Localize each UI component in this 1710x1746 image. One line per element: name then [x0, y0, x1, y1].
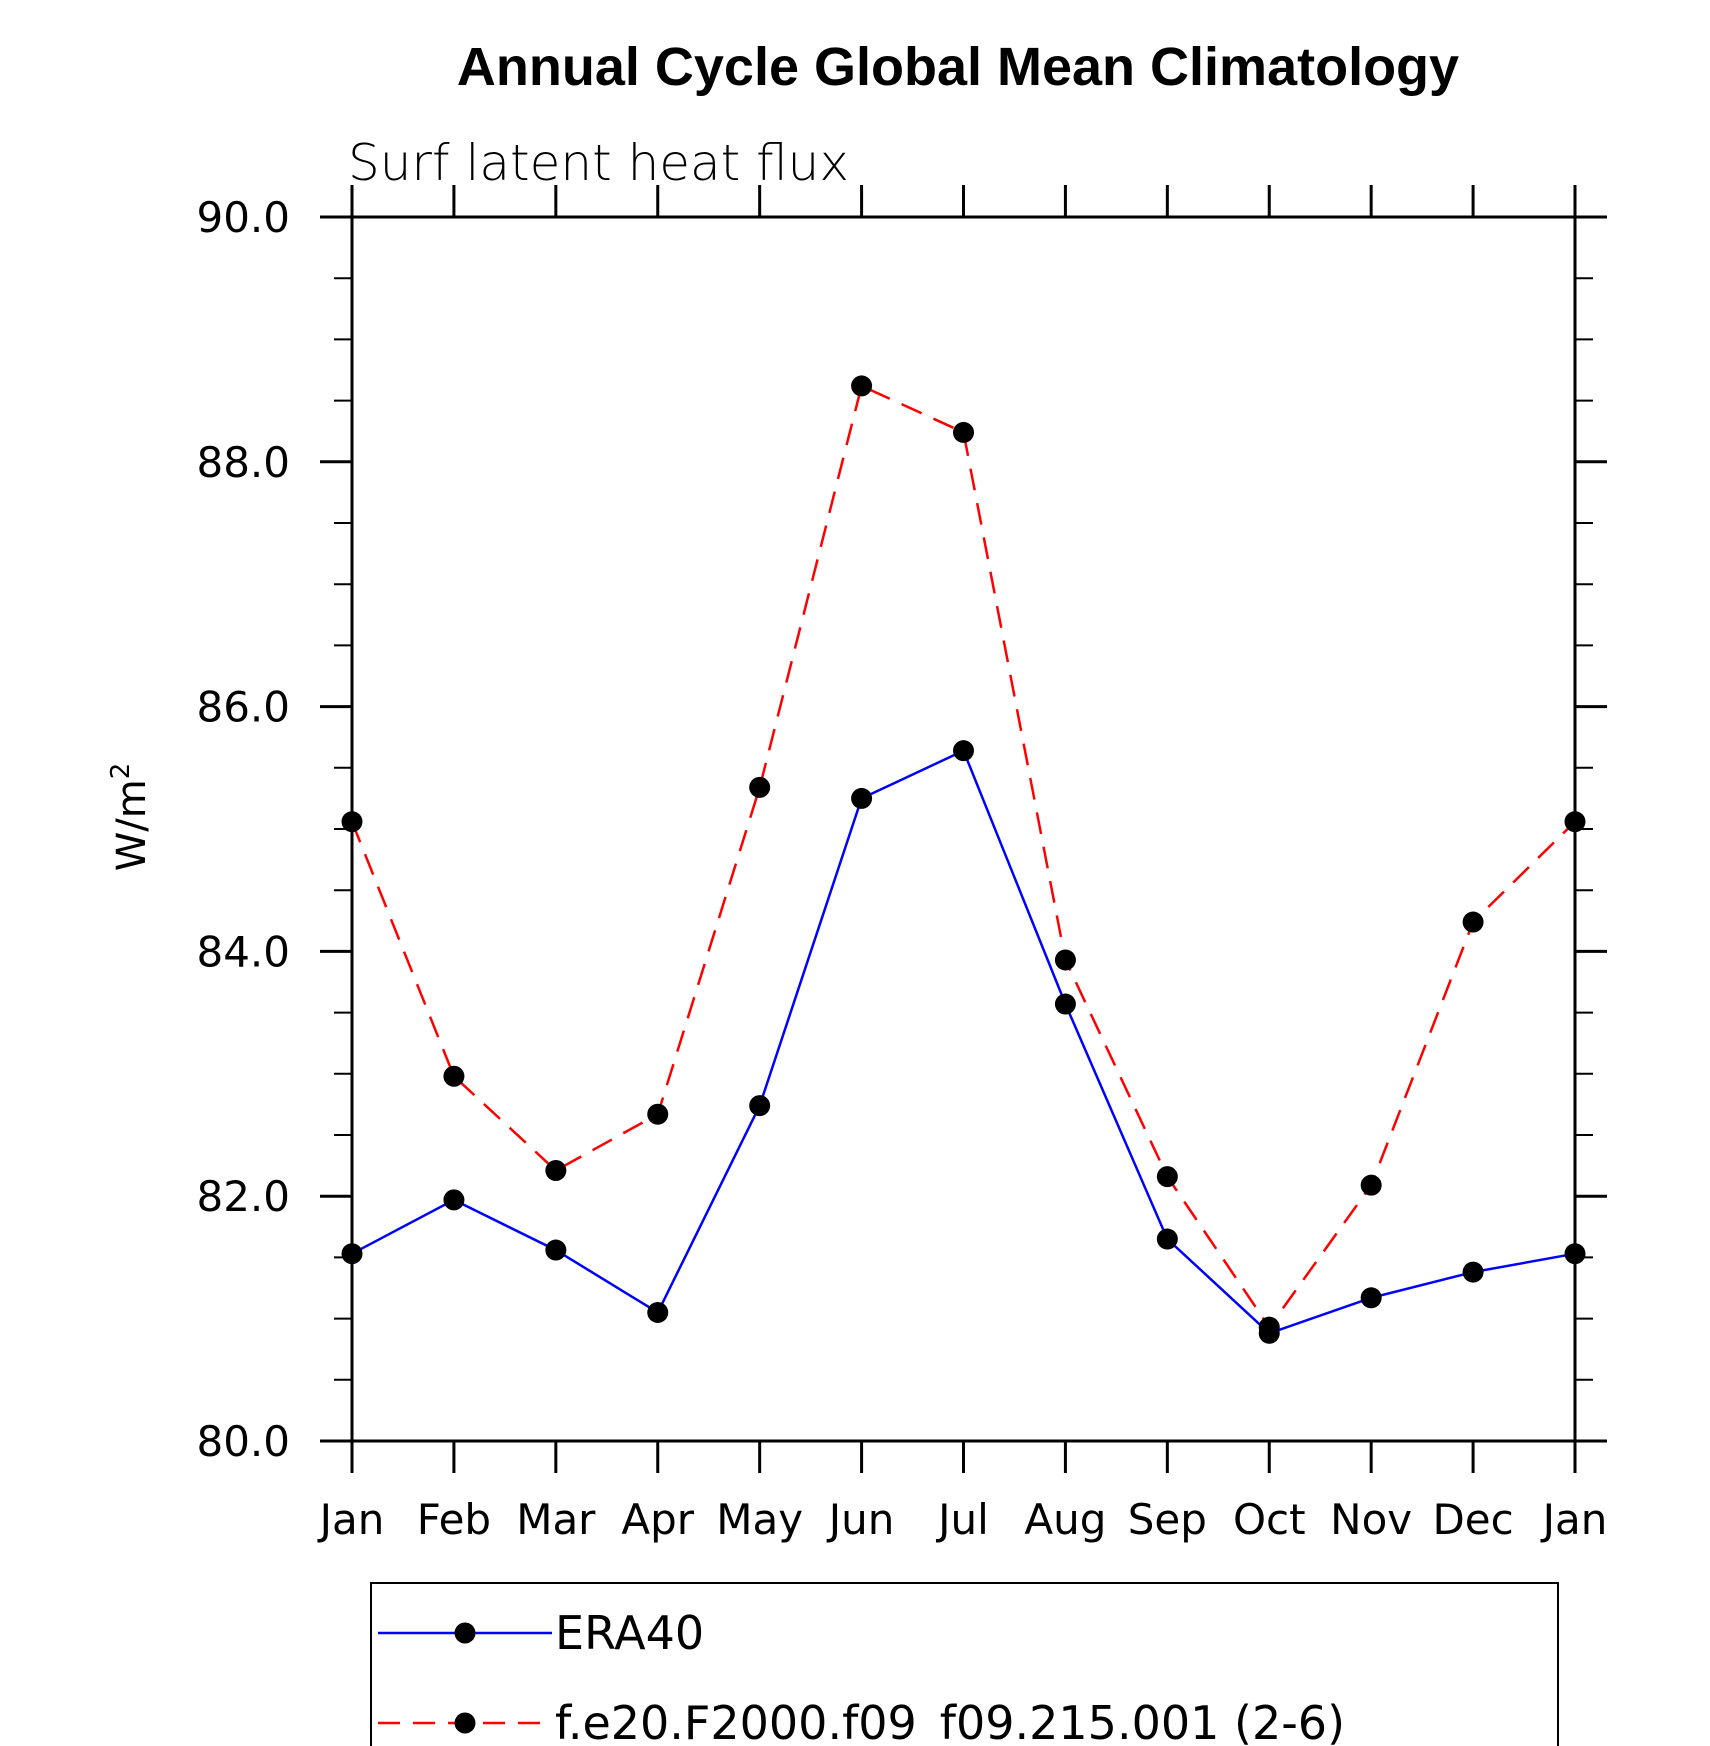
x-tick-label: Jan [1540, 1495, 1608, 1544]
data-point-series-0 [1054, 993, 1076, 1015]
y-axis-label-base: W/m [109, 779, 155, 871]
data-point-series-1 [647, 1103, 669, 1125]
y-tick-label: 88.0 [196, 438, 290, 487]
y-axis-label-superscript: 2 [106, 763, 136, 780]
chart-title: Annual Cycle Global Mean Climatology [457, 37, 1459, 97]
x-tick-label: Apr [621, 1495, 694, 1544]
legend: ERA40 f.e20.F2000.f09_f09.215.001 (2-6) [370, 1582, 1559, 1746]
chart-subtitle: Surf latent heat flux [348, 134, 849, 192]
data-point-series-1 [851, 375, 873, 397]
x-tick-label: Jan [317, 1495, 385, 1544]
data-point-series-1 [443, 1065, 465, 1087]
data-point-series-1 [1462, 911, 1484, 933]
legend-label-1: f.e20.F2000.f09_f09.215.001 (2-6) [555, 1696, 1345, 1746]
series-layer [341, 375, 1586, 1344]
data-point-series-1 [1564, 811, 1586, 833]
y-tick-label: 86.0 [196, 683, 290, 732]
data-point-series-0 [1462, 1261, 1484, 1283]
data-point-series-1 [749, 776, 771, 798]
data-point-series-0 [341, 1243, 363, 1265]
legend-marker-0 [454, 1622, 476, 1644]
x-tick-label: Aug [1024, 1495, 1106, 1544]
data-point-series-1 [1156, 1166, 1178, 1188]
data-point-series-0 [545, 1239, 567, 1261]
data-point-series-1 [953, 421, 974, 443]
x-tick-label: Oct [1233, 1495, 1306, 1544]
data-point-series-0 [647, 1301, 669, 1323]
series-line-0 [351, 749, 1576, 1335]
x-tick-label: Nov [1330, 1495, 1412, 1544]
data-point-series-1 [1258, 1316, 1280, 1338]
x-tick-label: Jun [826, 1495, 895, 1544]
data-point-series-0 [851, 787, 873, 809]
data-point-series-0 [443, 1189, 465, 1211]
data-point-series-0 [1360, 1287, 1382, 1309]
x-tick-label: Mar [516, 1495, 596, 1544]
data-point-series-1 [341, 811, 363, 833]
legend-label-0: ERA40 [555, 1606, 704, 1660]
y-axis-label: W/m2 [106, 763, 155, 872]
data-point-series-1 [1054, 949, 1076, 971]
x-tick-label: Dec [1432, 1495, 1513, 1544]
data-point-series-0 [749, 1095, 771, 1117]
y-tick-label: 80.0 [196, 1417, 290, 1466]
data-point-series-1 [545, 1159, 567, 1181]
data-point-series-0 [1564, 1243, 1586, 1265]
y-tick-label: 84.0 [196, 927, 290, 976]
data-point-series-0 [1156, 1228, 1178, 1250]
plot-frame [350, 215, 1577, 1443]
plot-axes: 80.0 82.0 84.0 86.0 88.0 90.0 Jan Feb Mar Apr May J… [196, 185, 1607, 1544]
x-tick-label: May [716, 1495, 803, 1544]
x-tick-label: Sep [1128, 1495, 1207, 1544]
x-tick-label: Feb [417, 1495, 491, 1544]
data-point-series-0 [953, 740, 974, 762]
legend-box [370, 1582, 1559, 1746]
series-line-1 [350, 384, 1576, 1330]
y-tick-label: 90.0 [196, 193, 290, 242]
legend-marker-1 [454, 1712, 476, 1734]
data-point-series-1 [1360, 1174, 1382, 1196]
y-tick-label: 82.0 [196, 1172, 290, 1221]
x-tick-label: Jul [935, 1495, 989, 1544]
